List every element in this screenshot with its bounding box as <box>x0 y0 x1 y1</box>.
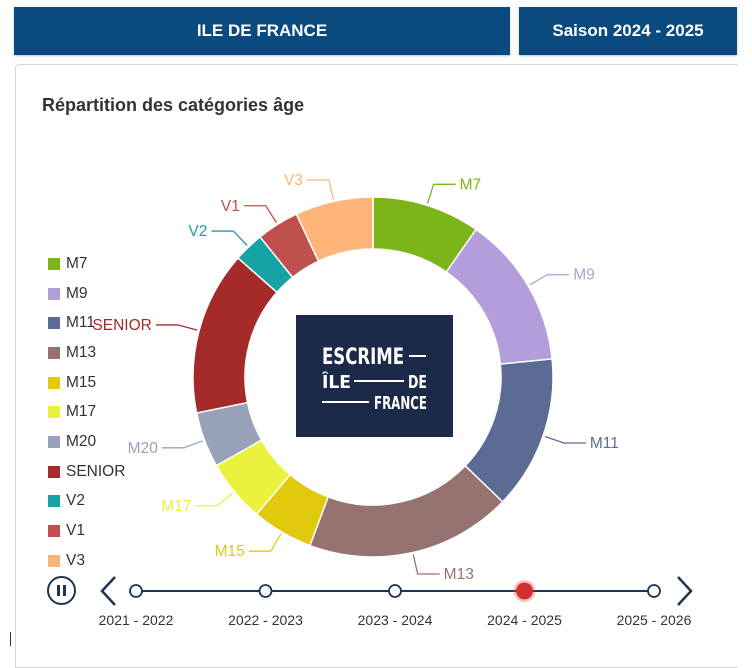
data-label-m9: M9 <box>573 267 595 284</box>
data-label-m17: M17 <box>161 498 191 515</box>
donut-slice-m13[interactable] <box>308 464 504 558</box>
donut-slice-m9[interactable] <box>445 228 553 365</box>
data-label-senior: SENIOR <box>92 317 151 334</box>
legend-item-v2[interactable]: V2 <box>48 487 125 517</box>
timeline-next-chevron-icon[interactable] <box>677 576 693 606</box>
legend-swatch <box>48 317 60 330</box>
label-connector-v3 <box>306 179 334 200</box>
chart-title: Répartition des catégories âge <box>42 95 305 115</box>
timeline-node-3[interactable] <box>516 582 533 600</box>
legend-label: M20 <box>66 432 97 450</box>
logo-graphic: ESCRIME ÎLE DE FRANCE <box>322 345 427 414</box>
timeline-label-1[interactable]: 2022 - 2023 <box>228 612 303 628</box>
legend-item-m7[interactable]: M7 <box>48 249 125 279</box>
legend-swatch <box>48 376 60 389</box>
data-label-m7: M7 <box>460 176 482 193</box>
pause-icon-bar-left <box>57 585 60 596</box>
region-header[interactable]: ILE DE FRANCE <box>14 7 510 55</box>
legend-swatch <box>48 435 60 448</box>
legend-swatch <box>48 287 60 300</box>
legend-label: M17 <box>66 403 97 421</box>
legend-swatch <box>48 346 60 359</box>
label-connector-m7 <box>426 183 456 204</box>
season-header[interactable]: Saison 2024 - 2025 <box>519 7 737 55</box>
logo-text-france: FRANCE <box>374 393 427 414</box>
timeline-label-2[interactable]: 2023 - 2024 <box>357 612 433 628</box>
legend-label: V1 <box>66 522 85 540</box>
legend-label: SENIOR <box>66 462 126 480</box>
label-connector-m20 <box>161 440 203 449</box>
legend-item-senior[interactable]: SENIOR <box>48 457 125 487</box>
legend-item-m17[interactable]: M17 <box>48 397 125 427</box>
pause-icon-bar-right <box>63 585 66 596</box>
legend-swatch <box>48 465 60 478</box>
timeline-label-0[interactable]: 2021 - 2022 <box>98 612 174 628</box>
legend-label: V3 <box>66 551 85 569</box>
text-cursor <box>10 632 11 646</box>
legend-label: M9 <box>66 284 88 302</box>
chart-legend: M7 M9 M11 M13 M15 M17 M20 SENIOR V2 V1 V3 <box>48 249 125 576</box>
legend-label: M13 <box>66 343 97 361</box>
legend-label: M11 <box>66 314 96 332</box>
data-label-v1: V1 <box>221 198 240 215</box>
legend-swatch <box>48 406 60 419</box>
label-connector-m9 <box>529 274 570 286</box>
legend-item-v1[interactable]: V1 <box>48 516 125 546</box>
legend-label: V2 <box>66 492 85 510</box>
label-connector-m13 <box>412 554 440 575</box>
label-connector-senior <box>155 324 198 331</box>
legend-item-m20[interactable]: M20 <box>48 427 125 457</box>
escrime-ile-de-france-logo: ESCRIME ÎLE DE FRANCE <box>296 315 453 437</box>
data-label-m20: M20 <box>128 440 159 457</box>
timeline-node-0[interactable] <box>129 584 143 598</box>
legend-label: M15 <box>66 373 97 391</box>
donut-slice-v3[interactable] <box>295 196 374 263</box>
donut-chart: M7 M9 M11 M13 M15 M17 M20 SENIOR V2 V1 V3 <box>92 172 619 583</box>
legend-item-m9[interactable]: M9 <box>48 279 125 309</box>
legend-swatch <box>48 495 60 508</box>
timeline-label-4[interactable]: 2025 - 2026 <box>616 612 692 628</box>
legend-label: M7 <box>66 254 88 272</box>
data-label-m11: M11 <box>590 435 619 452</box>
legend-swatch <box>48 525 60 538</box>
timeline-prev-chevron-icon[interactable] <box>100 576 116 606</box>
data-label-v3: V3 <box>284 172 303 189</box>
logo-text-de: DE <box>408 372 427 393</box>
label-connector-v1 <box>243 205 277 224</box>
legend-item-v3[interactable]: V3 <box>48 546 125 576</box>
legend-item-m13[interactable]: M13 <box>48 338 125 368</box>
logo-text-escrime: ESCRIME <box>322 345 404 370</box>
timeline-label-3[interactable]: 2024 - 2025 <box>487 612 562 628</box>
data-label-v2: V2 <box>188 223 207 240</box>
legend-swatch <box>48 257 60 270</box>
label-connector-m15 <box>248 533 282 552</box>
timeline-node-4[interactable] <box>647 584 661 598</box>
legend-item-m15[interactable]: M15 <box>48 368 125 398</box>
data-label-m13: M13 <box>444 566 474 583</box>
pause-button[interactable] <box>47 576 76 605</box>
season-timeline <box>100 576 693 606</box>
legend-item-m11[interactable]: M11 <box>48 308 125 338</box>
label-connector-v2 <box>211 230 248 246</box>
timeline-node-2[interactable] <box>388 584 402 598</box>
timeline-node-1[interactable] <box>258 584 273 598</box>
label-connector-m11 <box>544 435 586 444</box>
data-label-m15: M15 <box>215 543 245 560</box>
logo-text-ile: ÎLE <box>322 371 351 393</box>
legend-swatch <box>48 554 60 567</box>
label-connector-m17 <box>195 492 234 507</box>
